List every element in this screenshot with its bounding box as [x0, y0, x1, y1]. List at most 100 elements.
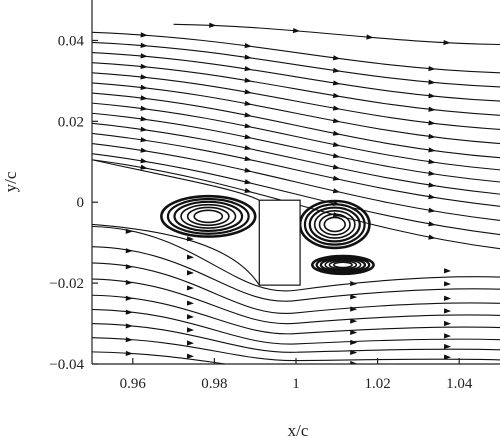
y-axis-label: y/c	[1, 171, 20, 192]
streamline-arrow	[292, 27, 301, 34]
vortex-ring	[160, 194, 257, 238]
streamline-arrow	[428, 159, 436, 165]
streamline-arrow	[140, 116, 148, 122]
streamline-arrow	[428, 221, 436, 227]
streamline-arrow	[186, 254, 194, 260]
y-tick-label: 0	[77, 195, 85, 211]
y-tick-label: −0.02	[49, 276, 84, 292]
streamline-arrow	[332, 118, 341, 124]
streamline-arrow	[444, 365, 451, 370]
vortex-ring	[323, 216, 346, 233]
streamline	[91, 308, 500, 345]
streamline-arrow	[186, 353, 194, 359]
vortices	[160, 194, 375, 276]
streamline-arrow	[428, 207, 436, 213]
streamline-arrow	[332, 80, 341, 86]
streamline-arrow	[140, 74, 148, 80]
streamline-arrow	[332, 105, 341, 111]
streamline-arrow	[428, 106, 436, 112]
streamline-arrow	[443, 39, 451, 46]
streamline	[91, 102, 500, 171]
vortex-ring	[318, 213, 351, 236]
streamline-arrow	[244, 123, 252, 129]
x-tick-label: 1.04	[446, 376, 473, 392]
airfoil-section	[91, 159, 301, 286]
streamline-arrow	[186, 340, 194, 346]
streamline-arrow	[332, 92, 341, 99]
streamline-arrow	[140, 137, 148, 143]
streamline-arrow	[186, 300, 194, 306]
streamline-arrow	[350, 280, 358, 287]
streamline	[173, 23, 500, 46]
streamline	[91, 351, 230, 364]
plot-area	[91, 22, 500, 370]
streamline-arrow	[332, 130, 341, 136]
streamline-arrow	[140, 105, 148, 111]
streamline-arrow	[125, 264, 133, 270]
streamline	[91, 143, 500, 221]
main-element-lower-surface	[91, 223, 260, 286]
streamline	[91, 52, 500, 102]
streamline-arrow	[332, 141, 341, 147]
x-axis-label: x/c	[288, 421, 309, 440]
streamline-arrow	[428, 79, 436, 85]
streamline	[91, 294, 500, 335]
streamline-arrow	[209, 22, 217, 28]
streamline	[91, 62, 500, 116]
streamline-arrow	[125, 323, 133, 329]
streamline-arrow	[443, 333, 452, 339]
streamline-arrow	[125, 228, 133, 234]
vortex-ring	[332, 261, 353, 269]
streamline-arrow	[428, 147, 436, 153]
streamlines	[91, 22, 500, 370]
main-element-upper-surface	[91, 159, 260, 201]
y-tick-label: −0.04	[49, 357, 84, 373]
streamline-arrow	[350, 306, 358, 312]
streamline	[91, 112, 500, 183]
streamline-arrow	[443, 320, 452, 327]
streamline	[91, 31, 500, 74]
streamline	[91, 278, 500, 325]
vortex-ring	[319, 257, 367, 273]
streamline-arrow	[140, 63, 148, 69]
vortex-ring	[328, 260, 358, 270]
x-tick-label: 1	[292, 376, 300, 392]
streamline-arrow	[443, 281, 452, 287]
x-ticks: 0.96 0.98 1 1.02 1.04	[120, 358, 473, 392]
vortex-ring	[303, 203, 366, 246]
streamline-arrow	[140, 84, 148, 90]
streamline-arrow	[332, 164, 341, 170]
y-tick-label: 0.02	[58, 114, 84, 130]
flap-gap	[258, 199, 301, 286]
streamline	[91, 132, 500, 207]
vortex-ring	[193, 209, 224, 224]
streamline-arrow	[125, 295, 133, 301]
streamline-arrow	[244, 145, 252, 151]
vortex-ring	[315, 256, 371, 274]
vortex-ring	[311, 254, 375, 276]
streamline	[91, 246, 500, 302]
streamline-arrow	[443, 295, 452, 301]
streamline-arrow	[350, 339, 358, 345]
streamline-arrow	[443, 354, 452, 360]
streamline-arrow	[140, 95, 148, 101]
streamline-arrow	[125, 337, 133, 343]
streamline-arrow	[244, 179, 252, 185]
streamline-arrow	[244, 112, 252, 118]
axes: 0.96 0.98 1 1.02 1.04 0.04 0.02 0 −0.02 −0.04	[49, 0, 500, 392]
streamline-arrow	[332, 188, 341, 194]
streamline-arrow	[350, 318, 358, 324]
streamline-arrow	[244, 77, 252, 83]
y-tick-label: 0.04	[58, 33, 85, 49]
vortex-ring	[324, 258, 362, 271]
streamline-arrow	[244, 42, 252, 49]
streamline-arrow	[443, 268, 452, 274]
streamline-arrow	[350, 360, 358, 364]
streamline	[91, 82, 500, 145]
streamline-arrow	[428, 182, 436, 188]
x-tick-label: 1.02	[364, 376, 390, 392]
streamline-arrow	[244, 54, 252, 60]
streamline-arrow	[244, 66, 252, 72]
vortex-ring	[186, 206, 230, 227]
